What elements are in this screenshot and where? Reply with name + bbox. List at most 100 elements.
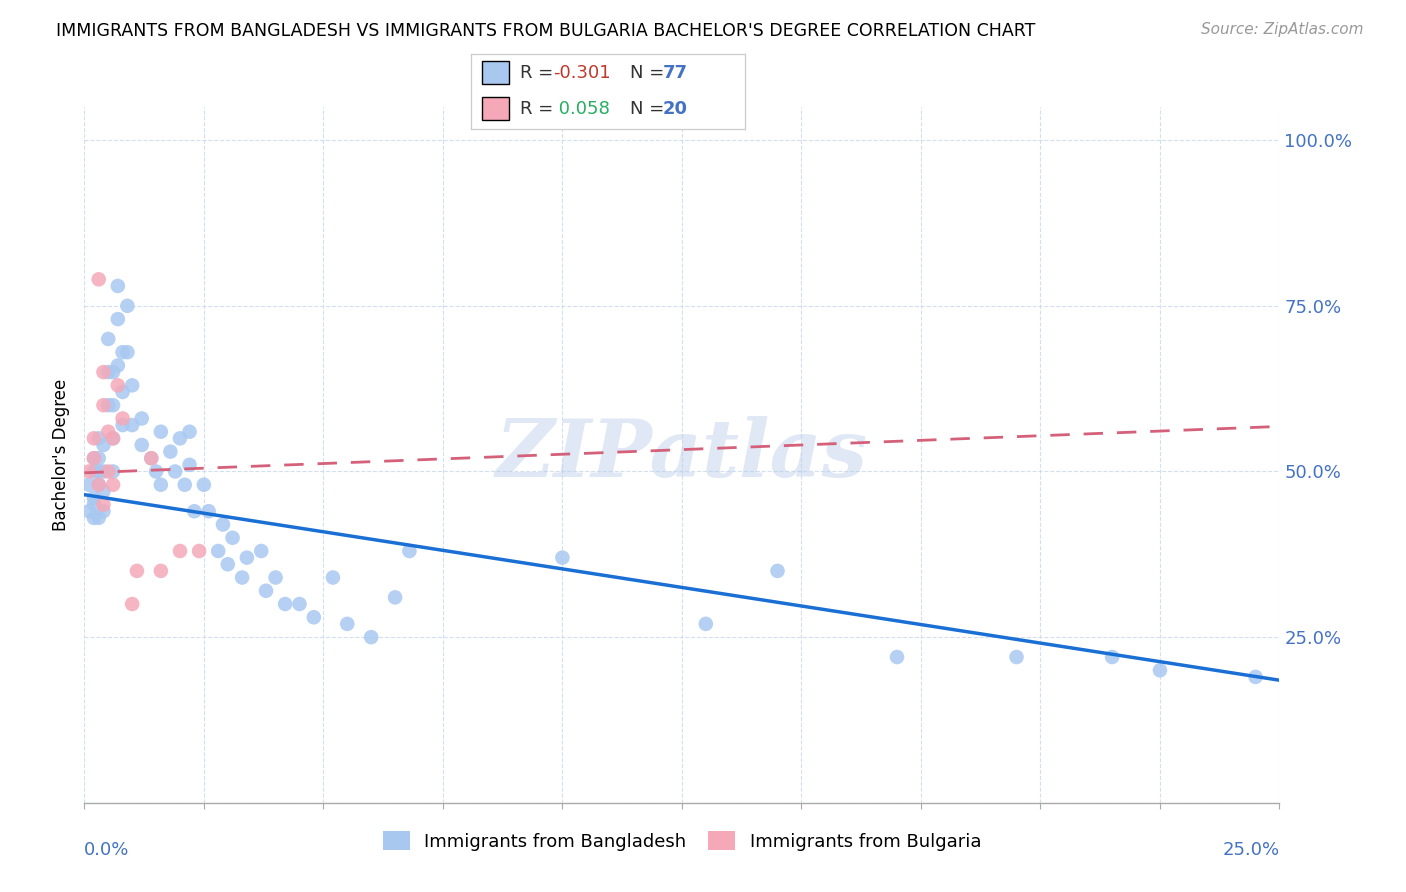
Point (117, 299, 139, 313)
Point (179, 458, 201, 472)
Text: 25.0%: 25.0% (1222, 841, 1279, 859)
Point (169, 431, 191, 445)
Point (302, 610, 325, 624)
Point (93, 438, 115, 452)
Point (149, 425, 172, 439)
Point (83, 451, 105, 466)
Point (93, 365, 115, 379)
Point (141, 451, 163, 466)
Point (101, 477, 124, 491)
Point (107, 312, 129, 326)
Point (145, 465, 167, 479)
Point (93, 498, 115, 512)
Point (360, 630, 382, 644)
Point (236, 550, 259, 565)
Point (83, 465, 105, 479)
Point (125, 564, 148, 578)
Text: 77: 77 (664, 64, 688, 82)
Point (87, 272, 110, 286)
Point (193, 477, 215, 491)
Point (131, 411, 153, 425)
Point (121, 597, 143, 611)
Point (173, 477, 195, 491)
Point (111, 384, 134, 399)
Text: R =: R = (520, 100, 560, 118)
Point (101, 431, 124, 445)
Point (87, 431, 110, 445)
Point (1005, 650, 1028, 665)
Text: -0.301: -0.301 (554, 64, 610, 82)
Text: N =: N = (630, 100, 671, 118)
Point (149, 564, 172, 578)
Point (107, 279, 129, 293)
Point (207, 544, 229, 558)
Point (93, 465, 115, 479)
Point (1244, 670, 1267, 684)
Point (101, 398, 124, 412)
Point (77, 465, 100, 479)
Point (212, 517, 235, 532)
Text: Source: ZipAtlas.com: Source: ZipAtlas.com (1201, 22, 1364, 37)
Point (87, 477, 110, 491)
Point (288, 597, 311, 611)
Point (97, 332, 120, 346)
Point (551, 550, 574, 565)
Point (1149, 663, 1171, 677)
Point (93, 504, 115, 518)
Text: R =: R = (520, 64, 560, 82)
Y-axis label: Bachelor's Degree: Bachelor's Degree (52, 379, 70, 531)
Point (264, 570, 287, 584)
Point (87, 511, 110, 525)
Point (766, 564, 789, 578)
Point (101, 465, 124, 479)
Point (87, 477, 110, 491)
Point (188, 544, 211, 558)
Point (121, 378, 143, 392)
FancyBboxPatch shape (482, 97, 509, 120)
Legend: Immigrants from Bangladesh, Immigrants from Bulgaria: Immigrants from Bangladesh, Immigrants f… (374, 822, 990, 860)
Point (336, 616, 359, 631)
Point (221, 531, 243, 545)
Point (179, 425, 201, 439)
Text: ZIPatlas: ZIPatlas (496, 417, 868, 493)
Text: N =: N = (630, 64, 671, 82)
Point (97, 425, 120, 439)
Point (159, 444, 181, 458)
Point (111, 345, 134, 359)
Point (101, 365, 124, 379)
Point (93, 484, 115, 499)
Point (97, 365, 120, 379)
Point (384, 591, 406, 605)
Text: IMMIGRANTS FROM BANGLADESH VS IMMIGRANTS FROM BULGARIA BACHELOR'S DEGREE CORRELA: IMMIGRANTS FROM BANGLADESH VS IMMIGRANTS… (56, 22, 1036, 40)
Point (398, 544, 420, 558)
Point (107, 378, 129, 392)
Point (254, 583, 277, 598)
Point (83, 511, 105, 525)
Point (141, 451, 163, 466)
Point (101, 431, 124, 445)
Point (886, 650, 908, 665)
Point (97, 465, 120, 479)
Point (322, 570, 344, 584)
Point (87, 451, 110, 466)
Point (1101, 650, 1123, 665)
Point (83, 431, 105, 445)
Point (83, 491, 105, 505)
Point (169, 544, 191, 558)
Point (250, 544, 273, 558)
Point (695, 616, 717, 631)
Point (231, 570, 253, 584)
Point (77, 504, 100, 518)
Point (197, 504, 219, 518)
Point (111, 418, 134, 433)
Point (165, 465, 187, 479)
Text: 0.058: 0.058 (554, 100, 610, 118)
Point (93, 398, 115, 412)
Point (149, 477, 172, 491)
Point (217, 558, 239, 572)
Text: 0.0%: 0.0% (84, 841, 129, 859)
Point (87, 465, 110, 479)
Point (97, 398, 120, 412)
Point (77, 477, 100, 491)
FancyBboxPatch shape (482, 62, 509, 84)
